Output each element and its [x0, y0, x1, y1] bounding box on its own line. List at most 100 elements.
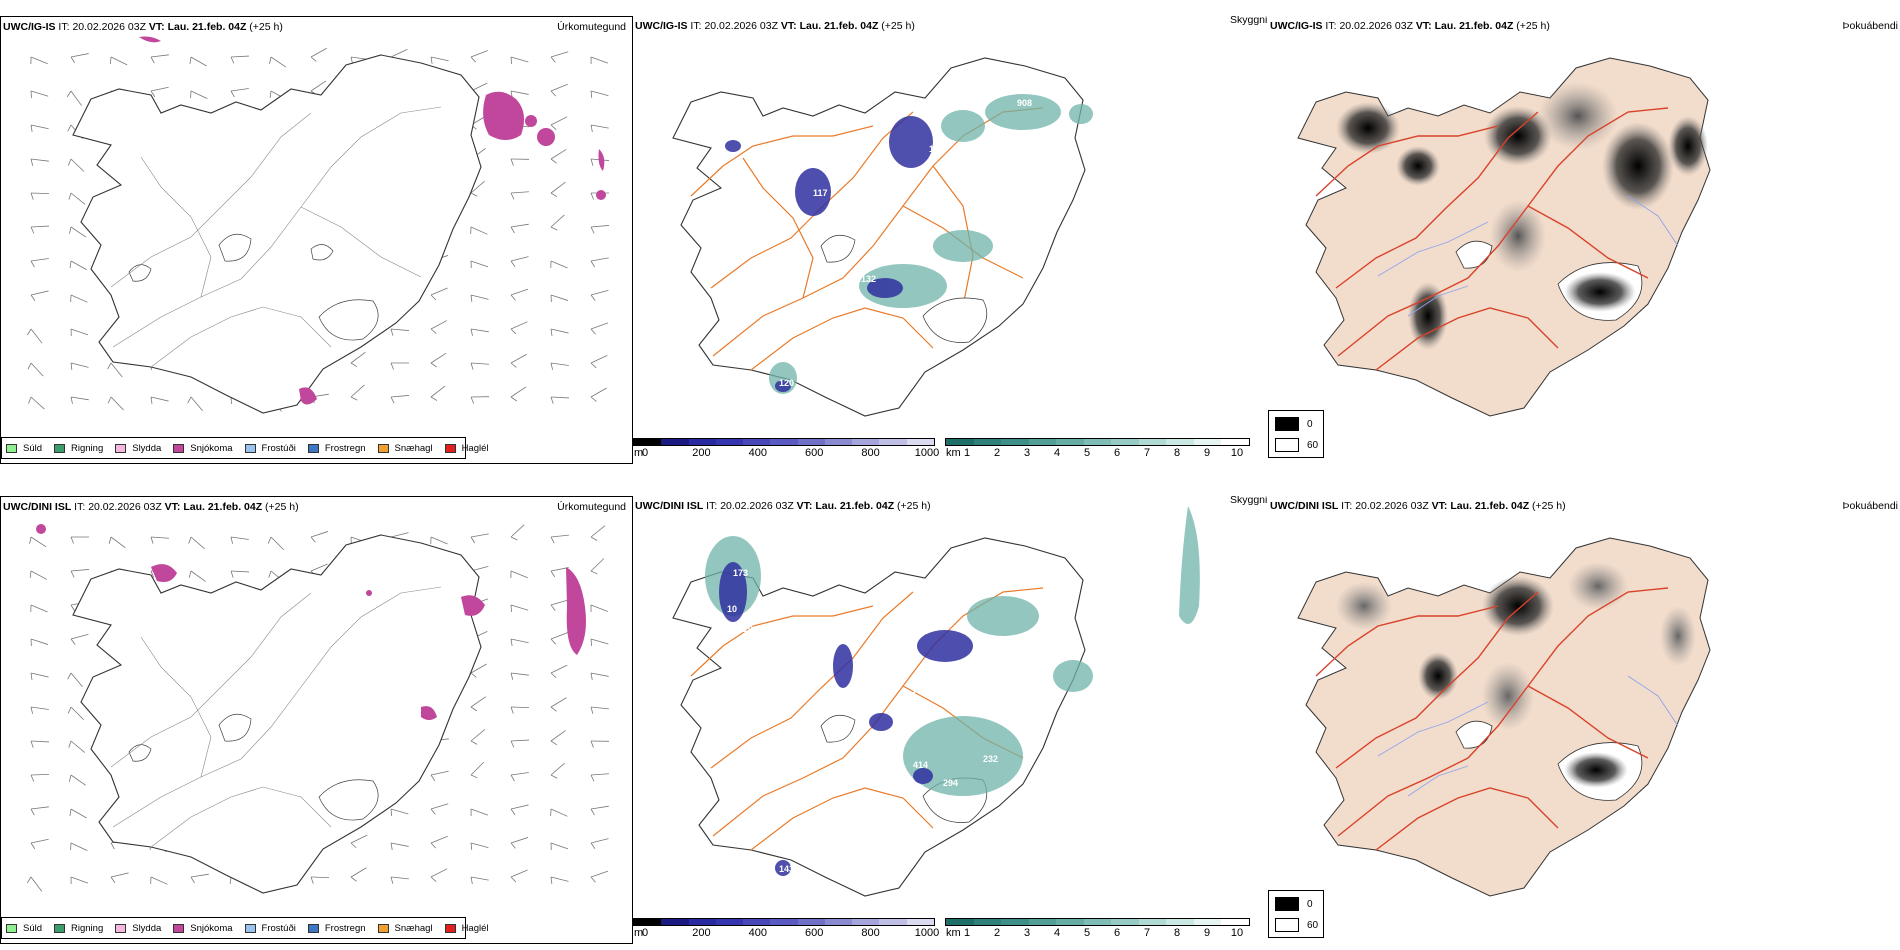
wind-barb-flag	[69, 226, 72, 234]
colorbar-tick: 5	[1083, 447, 1091, 459]
wind-barb-flag	[550, 192, 558, 198]
wind-barb	[150, 876, 168, 885]
wind-barb	[390, 395, 409, 398]
legend-item: Súld	[6, 443, 42, 454]
wind-barb	[510, 321, 528, 330]
wind-barb	[70, 808, 87, 819]
legend-label: Rigning	[71, 442, 104, 454]
wind-barb-flag	[230, 536, 233, 544]
colorbar-cell	[1028, 919, 1057, 925]
cloud-panel-1: UWC/IG-IS IT: 20.02.2026 03Z VT: Lau. 21…	[633, 16, 1268, 464]
wind-barb	[70, 362, 89, 368]
wind-barb-flag	[150, 56, 155, 64]
glacier-outlines	[820, 234, 988, 343]
wind-barb-flag	[70, 536, 74, 544]
wind-barb	[430, 868, 448, 878]
wind-barb-flag	[107, 362, 112, 370]
wind-barb-flag	[229, 876, 232, 884]
wind-barb-flag	[590, 774, 595, 782]
legend-label: Frostregn	[324, 922, 366, 934]
wind-barb-flag	[590, 638, 593, 647]
wind-barb	[550, 294, 569, 301]
wind-barb-flag	[310, 56, 317, 62]
legend-item: Frostregn	[307, 442, 366, 454]
wind-barb	[30, 290, 49, 296]
wind-barb	[70, 328, 89, 336]
wind-barb-flag	[510, 604, 512, 613]
wind-barb	[350, 384, 365, 398]
wind-barb	[30, 806, 49, 810]
wind-barb-flag	[189, 56, 192, 64]
legend-label: Frostregn	[324, 442, 366, 454]
wind-barb-flag	[470, 740, 478, 745]
wind-barb-flag	[510, 158, 514, 166]
legend-label: Súld	[23, 442, 43, 454]
colorbar-cell	[824, 919, 853, 925]
colorbar-cell	[1083, 439, 1112, 445]
panel-header: UWC/IG-IS IT: 20.02.2026 03Z VT: Lau. 21…	[635, 20, 915, 32]
wind-barb	[150, 86, 169, 92]
wind-barb	[70, 396, 89, 401]
wind-barb	[510, 191, 529, 194]
legend-label: Slydda	[132, 442, 162, 454]
colorbar-cell	[1166, 439, 1194, 445]
wind-barb-flag	[188, 536, 192, 544]
visibility-unit: km	[946, 927, 961, 939]
wind-barb-flag	[430, 774, 436, 782]
wind-barb	[30, 672, 49, 678]
wind-barb	[70, 774, 86, 786]
wind-barb-flag	[470, 362, 474, 370]
wind-barb	[470, 362, 489, 365]
fog-core	[1564, 272, 1636, 312]
marker-label: 173	[733, 568, 748, 578]
wind-barb	[430, 536, 448, 545]
legend-item: Súld	[6, 923, 42, 934]
wind-barb	[470, 260, 489, 268]
legend-label: Snæhagl	[394, 442, 433, 454]
fog-core	[1564, 752, 1628, 788]
wind-barb	[30, 706, 49, 710]
wind-barb	[550, 362, 569, 366]
wind-barb-flag	[310, 536, 316, 543]
legend-item: Frostúði	[244, 923, 296, 934]
wind-barb-flag	[110, 842, 115, 850]
wind-barb	[510, 638, 529, 644]
wind-barb-flag	[470, 536, 475, 544]
colorbar-tick: 1	[963, 447, 971, 459]
wind-barb	[310, 563, 328, 572]
colorbar-cell	[1166, 919, 1194, 925]
panel-header: UWC/DINI ISL IT: 20.02.2026 03Z VT: Lau.…	[635, 500, 931, 512]
colorbar-cell	[1193, 919, 1222, 925]
panel-title: Úrkomutegund	[557, 21, 626, 33]
wind-barb	[110, 872, 129, 878]
wind-barb	[430, 287, 448, 296]
wind-barb	[470, 180, 485, 194]
wind-barb	[310, 876, 330, 879]
wind-barb-flag	[550, 124, 557, 130]
legend-label: Slydda	[132, 922, 162, 934]
colorbar-tick: 4	[1053, 927, 1061, 939]
wind-barb-flag	[430, 328, 437, 334]
wind-barb	[30, 362, 44, 377]
wind-barb	[550, 214, 565, 228]
wind-barb	[510, 772, 529, 776]
legend-swatch	[377, 443, 389, 453]
wind-barb-flag	[350, 396, 358, 401]
wind-barb	[550, 260, 568, 269]
wind-barb	[470, 328, 489, 333]
legend-item: Snæhagl	[377, 442, 433, 454]
wind-barb-flag	[350, 362, 358, 368]
colorbar-cell	[715, 919, 744, 925]
wind-barb-flag	[590, 362, 597, 369]
legend-item: Snjókoma	[173, 443, 233, 454]
wind-barb-flag	[470, 842, 473, 851]
wind-barb-flag	[30, 260, 35, 268]
legend-label: Haglél	[461, 922, 489, 934]
wind-barb	[150, 536, 169, 539]
wind-barb-flag	[29, 570, 32, 578]
wind-barb-flag	[390, 808, 393, 817]
rivers	[1377, 195, 1679, 317]
ceiling-colorbar: m 0 200 400 600 800 1000	[633, 918, 943, 940]
wind-barb	[30, 876, 43, 892]
wind-barb	[70, 569, 89, 572]
